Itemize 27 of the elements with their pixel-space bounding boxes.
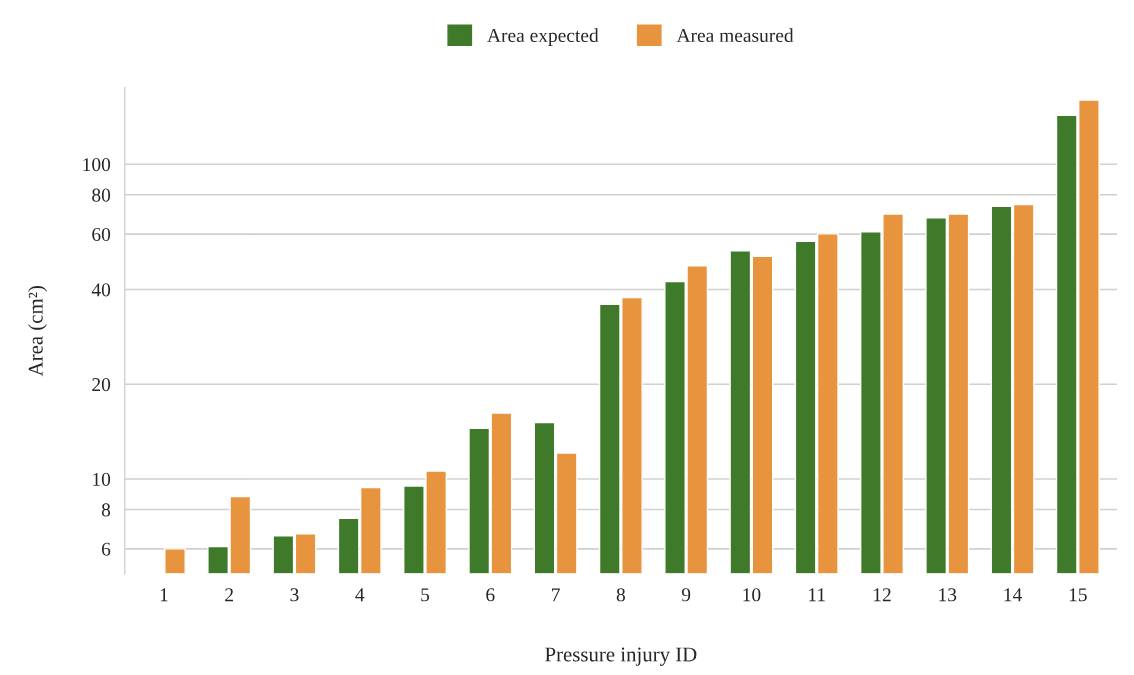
x-tick-label: 1 [160, 588, 168, 602]
y-tick-label: 8 [101, 503, 111, 517]
x-tick-label: 6 [486, 588, 495, 602]
y-tick-label: 40 [91, 283, 111, 297]
x-axis-title: Pressure injury ID [545, 647, 697, 666]
x-tick-label: 15 [1069, 588, 1087, 602]
y-tick-label: 20 [92, 378, 111, 392]
x-tick-label: 11 [809, 588, 825, 602]
x-tick-label: 3 [290, 588, 299, 602]
x-tick-label: 10 [743, 588, 761, 602]
y-axis-title: Area (cm²) [28, 286, 47, 377]
x-tick-label: 8 [616, 588, 625, 602]
legend-label: Area expected [487, 28, 599, 46]
x-tick-label: 13 [939, 588, 957, 602]
y-tick-label: 100 [83, 158, 111, 172]
x-tick-label: 5 [421, 588, 430, 602]
x-tick-label: 12 [873, 588, 891, 602]
y-tick-label: 60 [92, 227, 111, 242]
x-tick-label: 7 [552, 588, 560, 602]
x-tick-label: 4 [355, 588, 365, 602]
x-tick-label: 9 [681, 588, 691, 602]
legend-label: Area measured [676, 28, 794, 42]
y-tick-label: 80 [92, 188, 111, 202]
y-tick-label: 10 [93, 472, 111, 486]
y-tick-label: 6 [101, 542, 111, 556]
x-tick-label: 2 [225, 588, 233, 602]
x-tick-label: 14 [1004, 588, 1022, 602]
